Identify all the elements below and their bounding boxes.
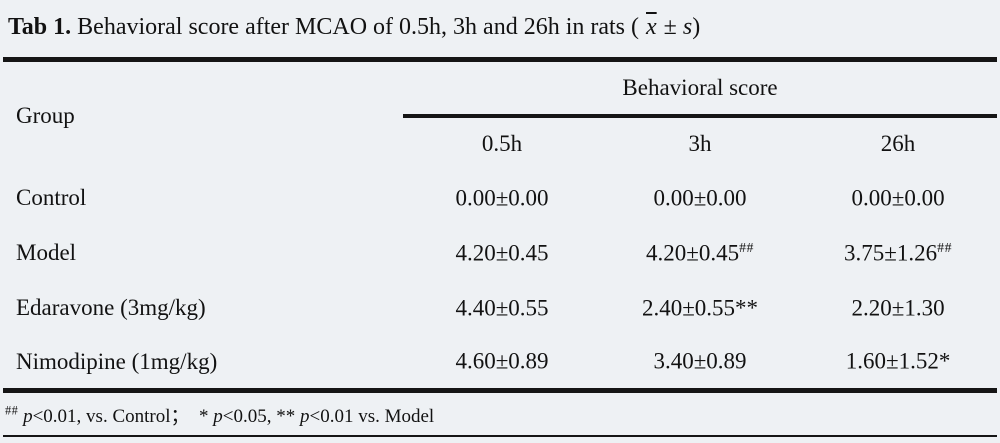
cell-text: 4.40±0.55 xyxy=(455,295,549,321)
footnote-text: <0.05, ** xyxy=(222,406,300,427)
table-row-control: Control 0.00±0.00 0.00±0.00 0.00±0.00 xyxy=(3,171,997,226)
header-row-spanner: Group Behavioral score xyxy=(3,59,998,128)
mean-symbol-xbar: x xyxy=(646,14,657,40)
cell-text: 0.00±0.00 xyxy=(455,185,549,211)
cell-text: 1.60±1.52* xyxy=(845,349,951,375)
cell-text: 0.00±0.00 xyxy=(851,185,945,211)
footnote-p-italic: p xyxy=(18,406,33,427)
table-footnote: ## p<0.01, vs. Control； * p<0.05, ** p<0… xyxy=(3,393,997,437)
table-title-tag: Tab 1. xyxy=(8,14,72,40)
cell-value: 3.40±0.89 xyxy=(601,336,799,391)
header-row-timepoints: 0.5h 3h 26h xyxy=(3,116,997,171)
row-group-label: Control xyxy=(16,185,87,210)
table-row-edaravone: Edaravone (3mg/kg) 4.40±0.55 2.40±0.55**… xyxy=(3,281,997,336)
row-group-label: Model xyxy=(16,240,77,265)
table-title-text: Behavioral score after MCAO of 0.5h, 3h … xyxy=(71,14,646,40)
table-body: Control 0.00±0.00 0.00±0.00 0.00±0.00 Mo… xyxy=(3,171,997,391)
column-header-group: Group xyxy=(16,103,75,129)
footnote-text: <0.01, vs. Control； * xyxy=(32,406,214,427)
footnote-p-italic: p xyxy=(213,406,223,427)
cell-value: 4.60±0.89 xyxy=(403,336,601,391)
column-header-spanner: Behavioral score xyxy=(403,59,998,118)
sd-symbol-s: s xyxy=(682,14,693,40)
cell-text: 3.40±0.89 xyxy=(653,349,747,375)
cell-value: 0.00±0.00 xyxy=(403,171,601,226)
footnote-text: <0.01 vs. Model xyxy=(309,406,435,427)
cell-value: 1.60±1.52* xyxy=(799,336,997,391)
behavioral-score-table: Group Behavioral score 0.5h 3h 26h Contr… xyxy=(3,57,998,393)
cell-value: 4.40±0.55 xyxy=(403,281,601,336)
table-row-nimodipine: Nimodipine (1mg/kg) 4.60±0.89 3.40±0.89 … xyxy=(3,336,997,391)
footnote-hash-marker: ## xyxy=(5,403,19,418)
cell-value: 4.20±0.45 xyxy=(403,226,601,281)
cell-value: 3.75±1.26## xyxy=(799,226,997,281)
cell-value: 2.20±1.30 xyxy=(799,281,997,336)
row-group-label: Nimodipine (1mg/kg) xyxy=(16,348,218,374)
cell-text: 3.75±1.26 xyxy=(844,240,938,266)
footnote-p-italic: p xyxy=(299,406,310,427)
table-row-model: Model 4.20±0.45 4.20±0.45## 3.75±1.26## xyxy=(3,226,997,281)
cell-text: 4.20±0.45 xyxy=(455,240,549,266)
cell-value: 4.20±0.45## xyxy=(601,226,799,281)
title-close-paren: ) xyxy=(692,14,701,40)
column-header-0-5h: 0.5h xyxy=(481,131,523,156)
cell-text: 4.60±0.89 xyxy=(455,349,549,375)
column-header-26h: 26h xyxy=(880,131,916,156)
plus-minus-sign: ± xyxy=(657,14,683,40)
row-group-label: Edaravone (3mg/kg) xyxy=(16,295,206,320)
cell-text: 2.20±1.30 xyxy=(851,295,945,321)
cell-superscript: ## xyxy=(937,239,952,255)
cell-text: 4.20±0.45 xyxy=(646,240,740,266)
column-header-3h: 3h xyxy=(688,131,712,156)
table-title: Tab 1. Behavioral score after MCAO of 0.… xyxy=(0,0,1000,57)
cell-text: 2.40±0.55** xyxy=(641,295,759,321)
cell-value: 0.00±0.00 xyxy=(799,171,997,226)
cell-text: 0.00±0.00 xyxy=(653,185,747,211)
cell-value: 2.40±0.55** xyxy=(601,281,799,336)
cell-value: 0.00±0.00 xyxy=(601,171,799,226)
table-header: Group Behavioral score 0.5h 3h 26h xyxy=(3,59,998,171)
cell-superscript: ## xyxy=(739,239,754,255)
